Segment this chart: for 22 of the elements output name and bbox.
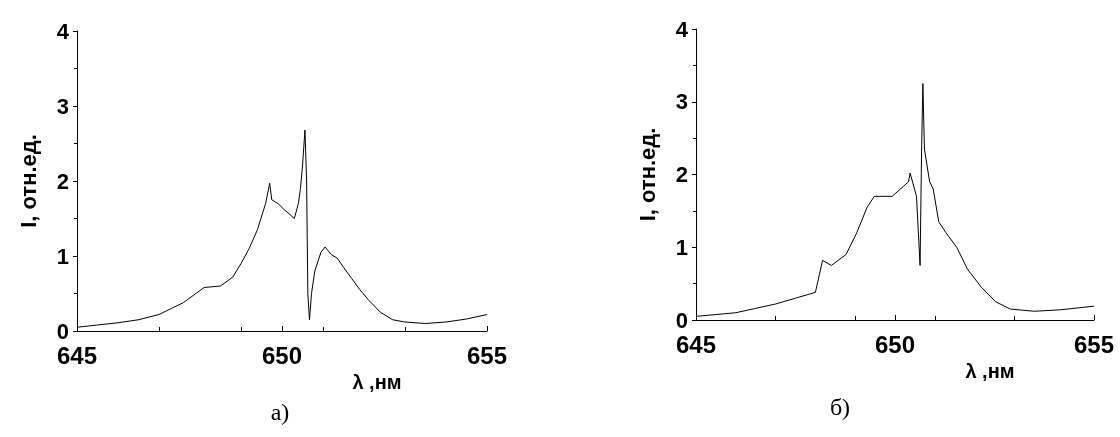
x-tick-label: 650 [261, 341, 303, 369]
y-tick-label: 0 [56, 318, 69, 344]
y-axis-title: I, отн.ед. [634, 127, 660, 222]
y-tick-label: 3 [675, 89, 688, 115]
x-tick-label: 645 [56, 341, 98, 369]
text: б) [829, 394, 851, 420]
y-tick-label: 0 [675, 307, 688, 333]
x-tick-label: 650 [874, 330, 916, 358]
x-tick-label: 645 [675, 330, 717, 358]
x-axis-title: λ ,нм [965, 359, 1015, 382]
y-tick-label: 4 [675, 16, 689, 42]
x-tick-label: 655 [466, 341, 508, 369]
x-axis-title: λ ,нм [352, 370, 402, 393]
y-tick-label: 4 [56, 18, 70, 44]
y-tick-label: 3 [56, 93, 69, 119]
x-tick-label: 655 [1073, 330, 1115, 358]
y-axis-title: I, отн.ед. [15, 134, 41, 228]
y-tick-label: 1 [56, 243, 69, 269]
y-tick-label: 1 [675, 234, 688, 260]
y-tick-label: 2 [56, 168, 69, 194]
text: а) [270, 399, 290, 425]
y-tick-label: 2 [675, 162, 688, 187]
